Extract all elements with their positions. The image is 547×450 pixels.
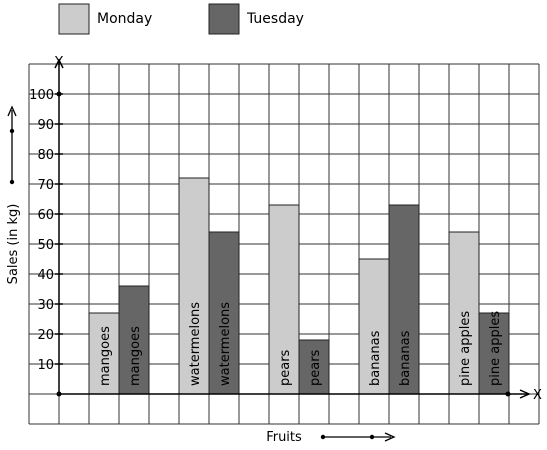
y-tick-label: 20	[37, 328, 54, 343]
legend: Monday Tuesday	[58, 3, 304, 35]
y-tick-label: 10	[37, 358, 54, 373]
y-tick-label: 40	[37, 268, 54, 283]
bar-label-tuesday-pine-apples: pine apples	[488, 311, 503, 386]
legend-label-monday: Monday	[97, 11, 152, 27]
bar-monday-pine-apples	[448, 231, 480, 395]
x-end-dot	[505, 391, 511, 397]
bar-tuesday-pine-apples	[478, 312, 510, 395]
labels: mangoes mangoes watermelons watermelons pear…	[98, 302, 503, 386]
y-title-arrow-dot	[9, 128, 15, 134]
x-title-arrow-head	[384, 432, 396, 442]
x-axis-letter: X	[533, 388, 542, 403]
y-axis-arrow	[54, 58, 64, 69]
bar-tuesday-bananas	[388, 204, 420, 395]
bar-monday-mangoes	[88, 312, 120, 395]
bar-monday-watermelons	[178, 177, 210, 395]
bar-monday-pears	[268, 204, 300, 395]
y-tick-label: 60	[37, 208, 54, 223]
y-tick-label: 50	[37, 238, 54, 253]
axes: X Y 10 20 30 40 50 60 70 80 90 100 Sales (in kg) Frui…	[6, 55, 542, 445]
bar-label-monday-watermelons: watermelons	[188, 302, 203, 386]
bar-monday-bananas	[358, 258, 390, 395]
origin-dot	[56, 391, 62, 397]
bar-label-tuesday-pears: pears	[308, 349, 323, 386]
bar-tuesday-watermelons	[208, 231, 240, 395]
legend-label-tuesday: Tuesday	[246, 11, 304, 27]
bar-label-monday-bananas: bananas	[368, 330, 383, 386]
bar-label-tuesday-watermelons: watermelons	[218, 302, 233, 386]
bar-label-monday-pine-apples: pine apples	[458, 311, 473, 386]
y-title-arrow-dot	[9, 179, 15, 185]
bars	[88, 177, 510, 395]
x-axis-arrow	[519, 389, 531, 399]
bar-label-monday-mangoes: mangoes	[98, 326, 113, 386]
y-title-arrow-head	[7, 105, 17, 117]
bar-tuesday-mangoes	[118, 285, 150, 395]
bar-tuesday-pears	[298, 339, 330, 395]
legend-swatch-monday	[58, 3, 90, 35]
x-title-arrow-dot	[320, 434, 326, 440]
y-tick-label: 70	[37, 178, 54, 193]
y-axis-title: Sales (in kg)	[6, 204, 21, 285]
y-tick-label: 80	[37, 148, 54, 163]
y-axis-letter: Y	[54, 55, 63, 70]
bar-label-tuesday-bananas: bananas	[398, 330, 413, 386]
bar-label-tuesday-mangoes: mangoes	[128, 326, 143, 386]
x-title-arrow-dot	[369, 434, 375, 440]
x-axis-title: Fruits	[266, 430, 302, 445]
y-tick-label: 90	[37, 118, 54, 133]
bar-label-monday-pears: pears	[278, 349, 293, 386]
y-tick-label: 100	[29, 88, 54, 103]
legend-swatch-tuesday	[208, 3, 240, 35]
y-tick-label: 30	[37, 298, 54, 313]
